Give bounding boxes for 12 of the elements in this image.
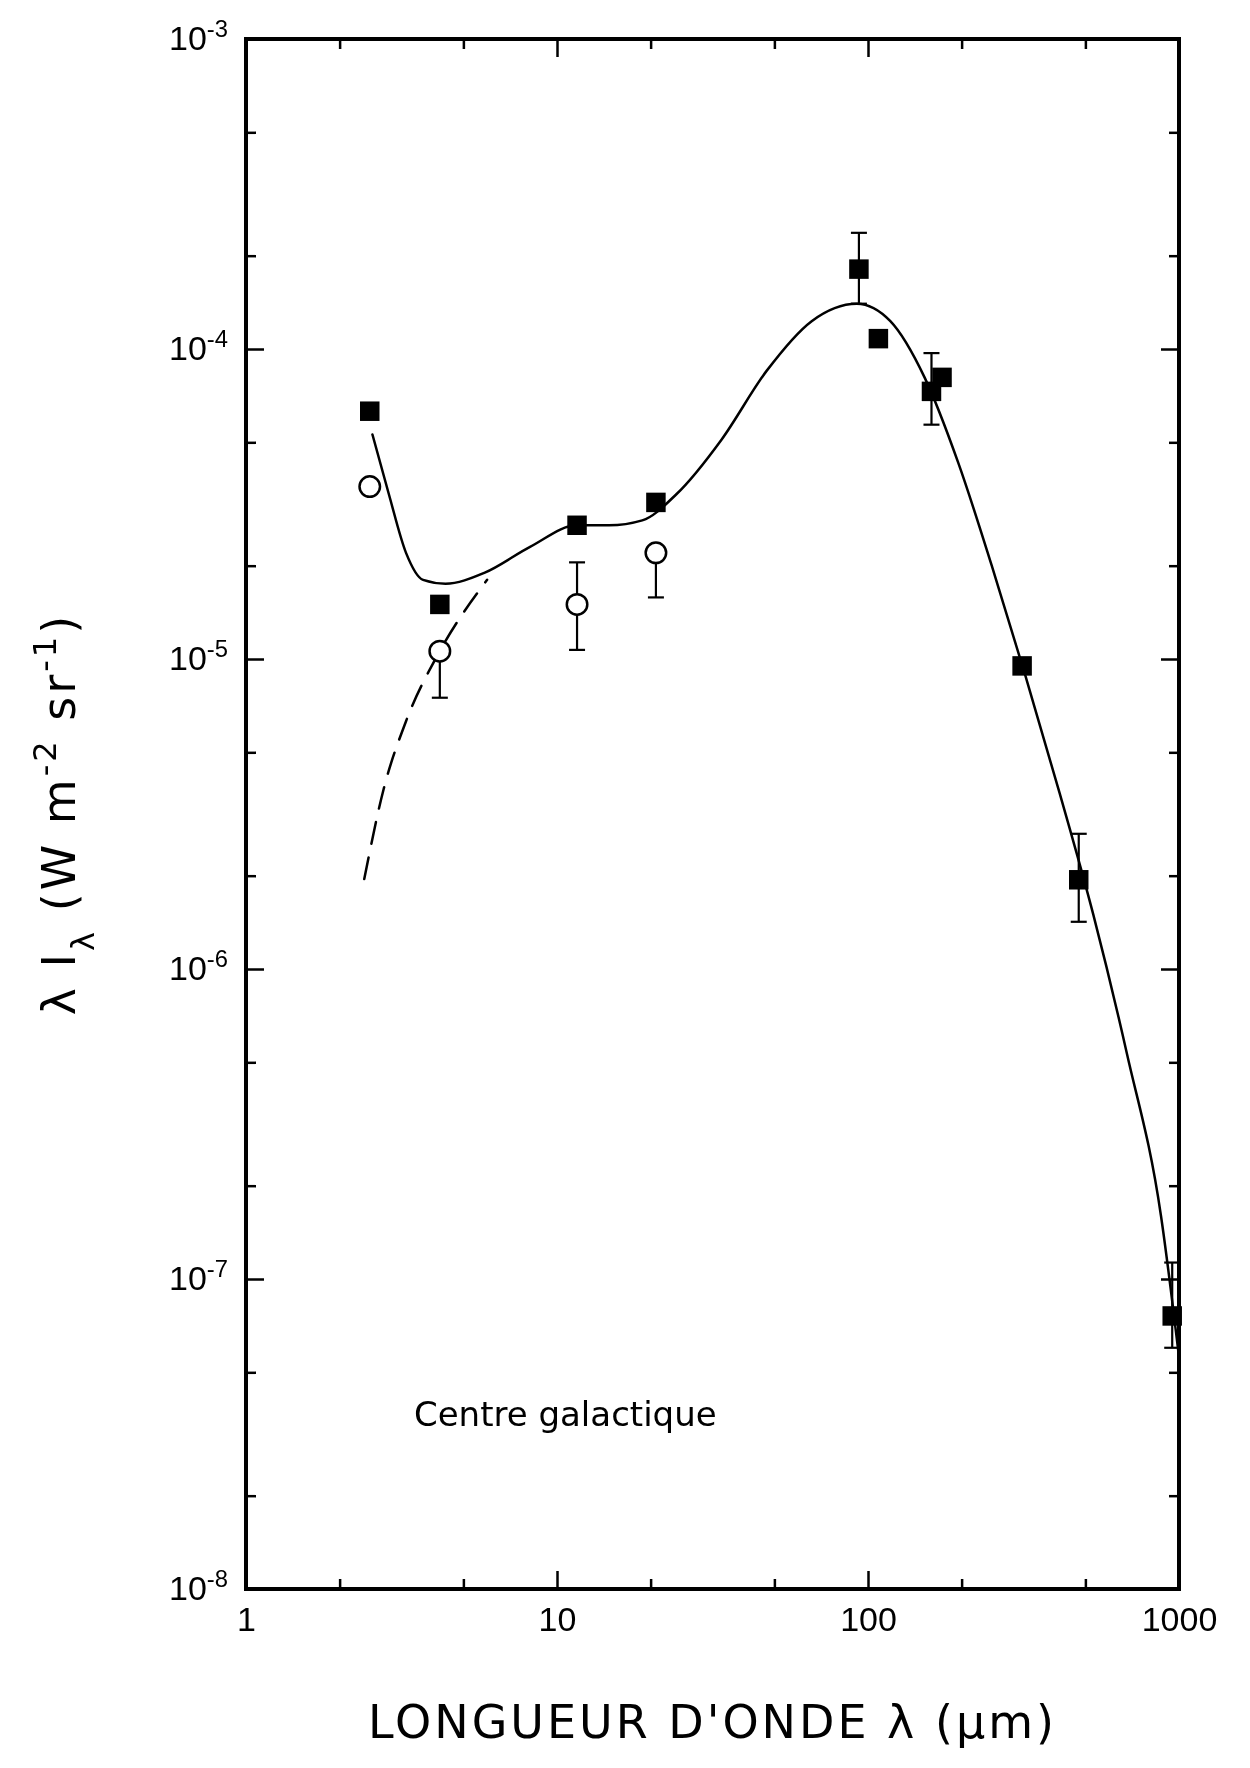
y-tick-label: 10$^{-7}$: [169, 1254, 228, 1298]
y-tick-label: 10$^{-3}$: [169, 14, 228, 58]
x-tick-label: 10: [538, 1600, 577, 1639]
y-tick-label: 10$^{-8}$: [169, 1564, 228, 1608]
x-tick-label: 100: [840, 1600, 897, 1639]
y-tick-label: 10$^{-4}$: [169, 324, 228, 368]
x-tick-label: 1000: [1141, 1600, 1218, 1639]
annotation: Centre galactique: [413, 1394, 717, 1435]
y-tick-label: 10$^{-6}$: [169, 944, 228, 988]
y-tick-label: 10$^{-5}$: [169, 634, 228, 678]
x-axis-title: LONGUEUR D'ONDE λ (μm): [368, 1695, 1057, 1749]
x-tick-label: 1: [237, 1600, 256, 1639]
